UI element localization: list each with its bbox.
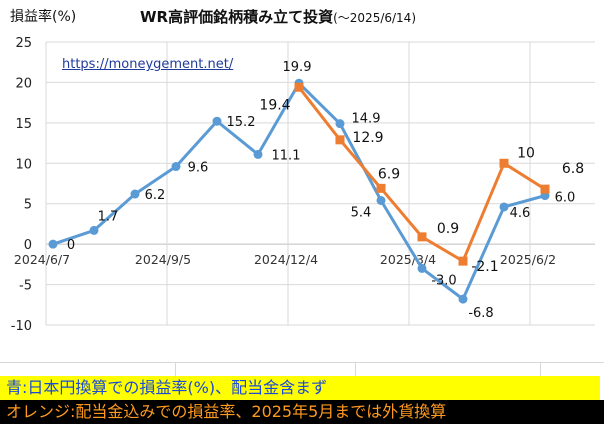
data-point-marker <box>458 294 468 304</box>
x-tick-label: 2024/9/5 <box>135 252 191 267</box>
data-point-marker <box>253 149 263 159</box>
data-label: -3.0 <box>431 273 456 288</box>
data-label: 19.4 <box>259 97 290 113</box>
chart-title-text: WR高評価銘柄積み立て投資 <box>140 8 334 26</box>
data-point-marker <box>171 162 181 172</box>
data-point-marker <box>499 202 509 212</box>
legend-blue-note: 青:日本円換算での損益率(%)、配当金含まず <box>0 376 600 400</box>
y-tick-label: 0 <box>24 238 32 253</box>
x-tick-label: 2025/3/4 <box>380 252 436 267</box>
y-axis-title: 損益率(%) <box>10 9 77 25</box>
data-point-marker <box>417 263 427 273</box>
x-tick-labels: 2024/6/7 2024/9/5 2024/12/4 2025/3/4 2025/6/… <box>14 252 556 267</box>
data-label: 6.2 <box>145 188 166 203</box>
y-tick-label: 5 <box>24 198 32 213</box>
y-tick-label: 20 <box>15 76 32 91</box>
chart-title: WR高評価銘柄積み立て投資(～2025/6/14) <box>140 6 416 27</box>
data-label: 4.6 <box>510 206 531 221</box>
data-point-marker <box>89 225 99 235</box>
data-point-marker <box>376 195 386 205</box>
data-point-marker <box>212 116 222 126</box>
grid-lines <box>45 41 595 326</box>
series-markers <box>48 78 550 304</box>
data-label: 1.7 <box>98 209 119 224</box>
data-label: 6.0 <box>555 191 576 206</box>
data-labels: 0 1.7 6.2 9.6 15.2 11.1 19.9 14.9 5.4 -3.0 -6.8 4.6… <box>67 60 584 321</box>
data-point-marker <box>458 256 468 266</box>
data-label: 14.9 <box>352 112 381 127</box>
data-point-marker <box>294 82 304 92</box>
data-point-marker <box>376 183 386 193</box>
y-tick-label: -5 <box>19 279 32 294</box>
data-label: 11.1 <box>272 148 301 163</box>
data-label: 15.2 <box>227 115 256 130</box>
data-label: 19.9 <box>283 60 312 75</box>
y-tick-label: -10 <box>11 319 32 334</box>
x-tick-label: 2025/6/2 <box>500 252 556 267</box>
data-point-marker <box>540 184 550 194</box>
y-tick-label: 25 <box>15 36 32 51</box>
line-chart: -10 -5 0 5 10 15 20 25 2024/6/7 2024/9/5 2024/12/… <box>11 36 595 334</box>
chart-title-date: (～2025/6/14) <box>333 11 417 25</box>
x-tick-label: 2024/12/4 <box>254 252 318 267</box>
sheet-column-divider <box>175 362 176 376</box>
data-point-marker <box>417 232 427 242</box>
data-label: 6.8 <box>562 161 584 177</box>
y-tick-labels: -10 -5 0 5 10 15 20 25 <box>11 36 32 334</box>
data-label: 9.6 <box>188 161 209 176</box>
data-label: 10 <box>517 145 535 161</box>
data-label: 6.9 <box>378 166 400 182</box>
data-point-marker <box>335 119 345 129</box>
data-point-marker <box>335 135 345 145</box>
legend-orange-note: オレンジ:配当金込みでの損益率、2025年5月までは外貨換算 <box>0 400 604 424</box>
data-label: -6.8 <box>468 306 493 321</box>
data-point-marker <box>499 158 509 168</box>
data-point-marker <box>130 189 140 199</box>
sheet-gridline <box>0 362 604 377</box>
sheet-column-divider <box>540 362 541 376</box>
site-url-link[interactable]: https://moneygement.net/ <box>62 57 234 72</box>
data-label: 12.9 <box>352 130 383 146</box>
y-tick-label: 15 <box>15 117 32 132</box>
sheet-column-divider <box>355 362 356 376</box>
data-point-marker <box>48 239 58 249</box>
data-label: 5.4 <box>351 205 372 220</box>
data-label: 0 <box>67 238 75 253</box>
y-tick-label: 10 <box>15 157 32 172</box>
x-tick-label: 2024/6/7 <box>14 252 70 267</box>
data-label: 0.9 <box>437 221 459 237</box>
data-label: -2.1 <box>471 259 498 275</box>
